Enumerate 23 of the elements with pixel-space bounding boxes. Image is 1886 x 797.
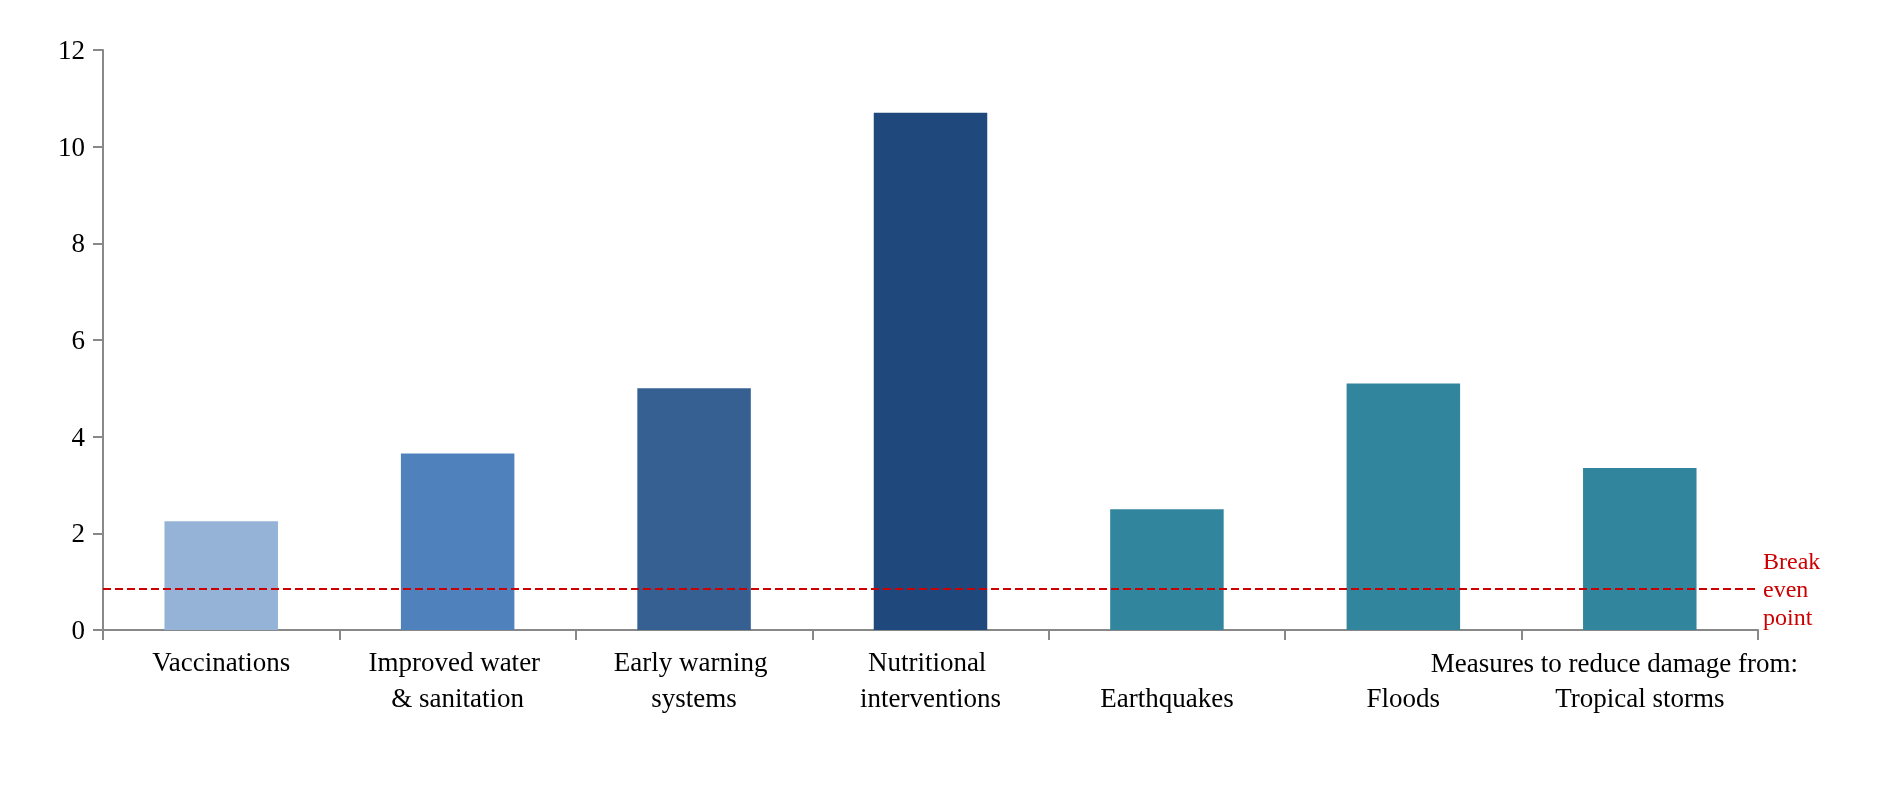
- y-tick-label: 6: [71, 325, 85, 355]
- y-tick-label: 0: [71, 615, 85, 645]
- y-tick-label: 8: [71, 228, 85, 259]
- x-tick-label: Earthquakes: [1100, 683, 1234, 713]
- y-tick-label: 12: [58, 35, 85, 65]
- text: Measures to reduce damage from:: [1430, 647, 1799, 678]
- bar: [1110, 509, 1224, 630]
- bar: [1346, 383, 1461, 630]
- bar: [164, 521, 278, 630]
- x-tick-label: Early warning systems: [613, 647, 775, 713]
- ref-line-label: Break even point: [1763, 547, 1821, 630]
- y-tick-label: 4: [71, 421, 86, 452]
- bar: [400, 453, 515, 630]
- x-tick-label: Vaccinations: [152, 647, 291, 677]
- x-tick-label: Improved water & sanitation: [368, 647, 547, 713]
- bar: [873, 112, 988, 630]
- x-tick-label: Nutritional interventions: [860, 647, 1001, 713]
- bar: [637, 388, 751, 630]
- bar: [1583, 468, 1697, 630]
- y-tick-label: 2: [71, 518, 85, 549]
- x-tick-label: Tropical storms: [1555, 683, 1725, 713]
- x-tick-label: Floods: [1366, 683, 1441, 713]
- y-tick-label: 10: [58, 131, 85, 162]
